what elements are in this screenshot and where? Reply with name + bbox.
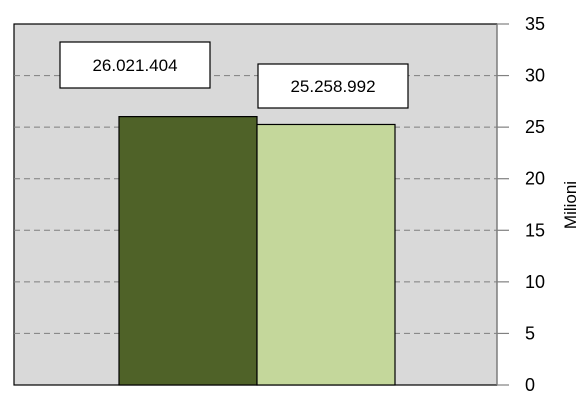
y-tick-label: 35 bbox=[525, 14, 545, 34]
y-axis-title: Milioni bbox=[561, 181, 580, 229]
y-tick-labels: 0 5 10 15 20 25 30 35 bbox=[525, 14, 545, 394]
y-tick-label: 25 bbox=[525, 117, 545, 137]
data-label-1: 26.021.404 bbox=[59, 41, 211, 89]
data-label-box bbox=[257, 63, 409, 109]
y-tick-label: 0 bbox=[525, 375, 535, 394]
y-tick-label: 10 bbox=[525, 272, 545, 292]
data-label-text: 26.021.404 bbox=[92, 56, 177, 75]
bars bbox=[118, 116, 396, 386]
data-label-2: 25.258.992 bbox=[257, 63, 409, 109]
data-labels: 26.021.404 25.258.992 bbox=[59, 41, 409, 109]
y-tick-label: 15 bbox=[525, 220, 545, 240]
y-tick-label: 20 bbox=[525, 169, 545, 189]
y-tick-label: 5 bbox=[525, 323, 535, 343]
y-tick-label: 30 bbox=[525, 66, 545, 86]
y-axis bbox=[496, 23, 509, 386]
bar-2 bbox=[256, 123, 396, 386]
data-label-box bbox=[59, 41, 211, 89]
bar-1 bbox=[118, 116, 258, 386]
data-label-text: 25.258.992 bbox=[290, 77, 375, 96]
